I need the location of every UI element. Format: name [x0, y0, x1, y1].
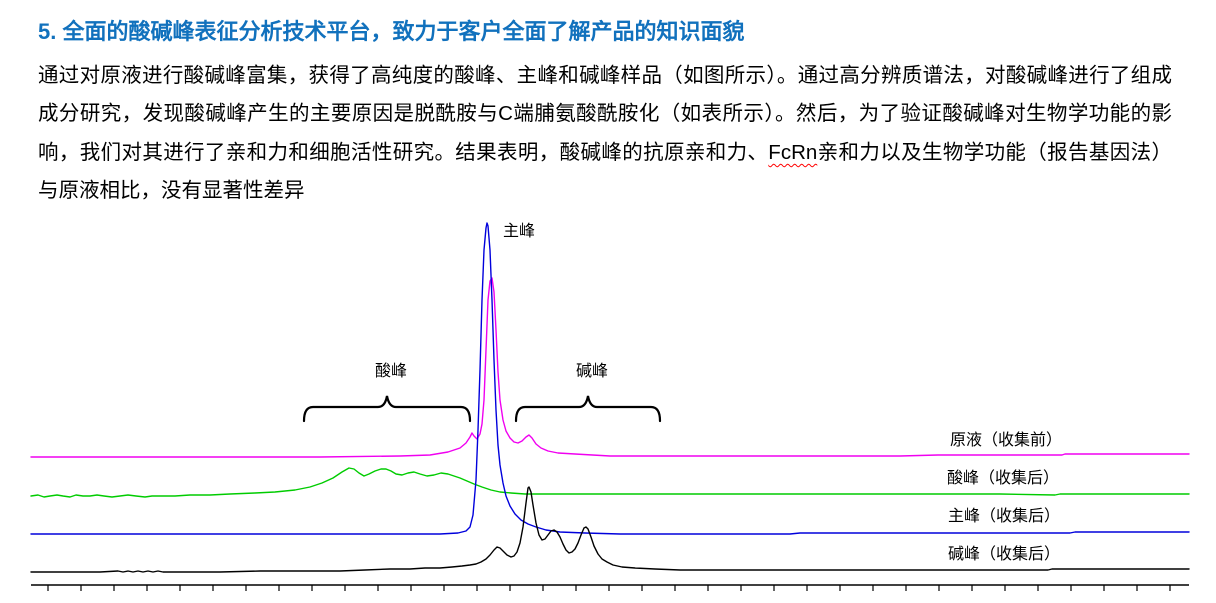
trace-main	[30, 222, 1190, 535]
trace-label-stock: 原液（收集前）	[950, 432, 1063, 449]
main-peak-label: 主峰	[503, 223, 536, 240]
trace-label-main: 主峰（收集后）	[948, 508, 1061, 525]
trace-acid	[30, 467, 1190, 498]
body-paragraph: 通过对原液进行酸碱峰富集，获得了高纯度的酸峰、主峰和碱峰样品（如图所示）。通过高…	[38, 57, 1172, 211]
body-text-after: 亲和力以及生物学功能（报告基因法）与原液相比，没有显著性差异	[38, 140, 1172, 203]
body-text-before: 通过对原液进行酸碱峰富集，获得了高纯度的酸峰、主峰和碱峰样品（如图所示）。通过高…	[38, 64, 1172, 164]
trace-label-base: 碱峰（收集后）	[948, 546, 1061, 563]
trace-base	[30, 486, 1190, 573]
acid-peak-brace	[302, 395, 472, 423]
acid-peak-label: 酸峰	[374, 363, 408, 380]
trace-label-acid: 酸峰（收集后）	[947, 470, 1060, 487]
trace-stock	[30, 277, 1190, 458]
base-peak-label: 碱峰	[575, 363, 609, 380]
base-peak-brace	[514, 395, 662, 423]
page-title: 5. 全面的酸碱峰表征分析技术平台，致力于客户全面了解产品的知识面貌	[38, 19, 745, 44]
spellchecked-word: FcRn	[768, 140, 818, 164]
